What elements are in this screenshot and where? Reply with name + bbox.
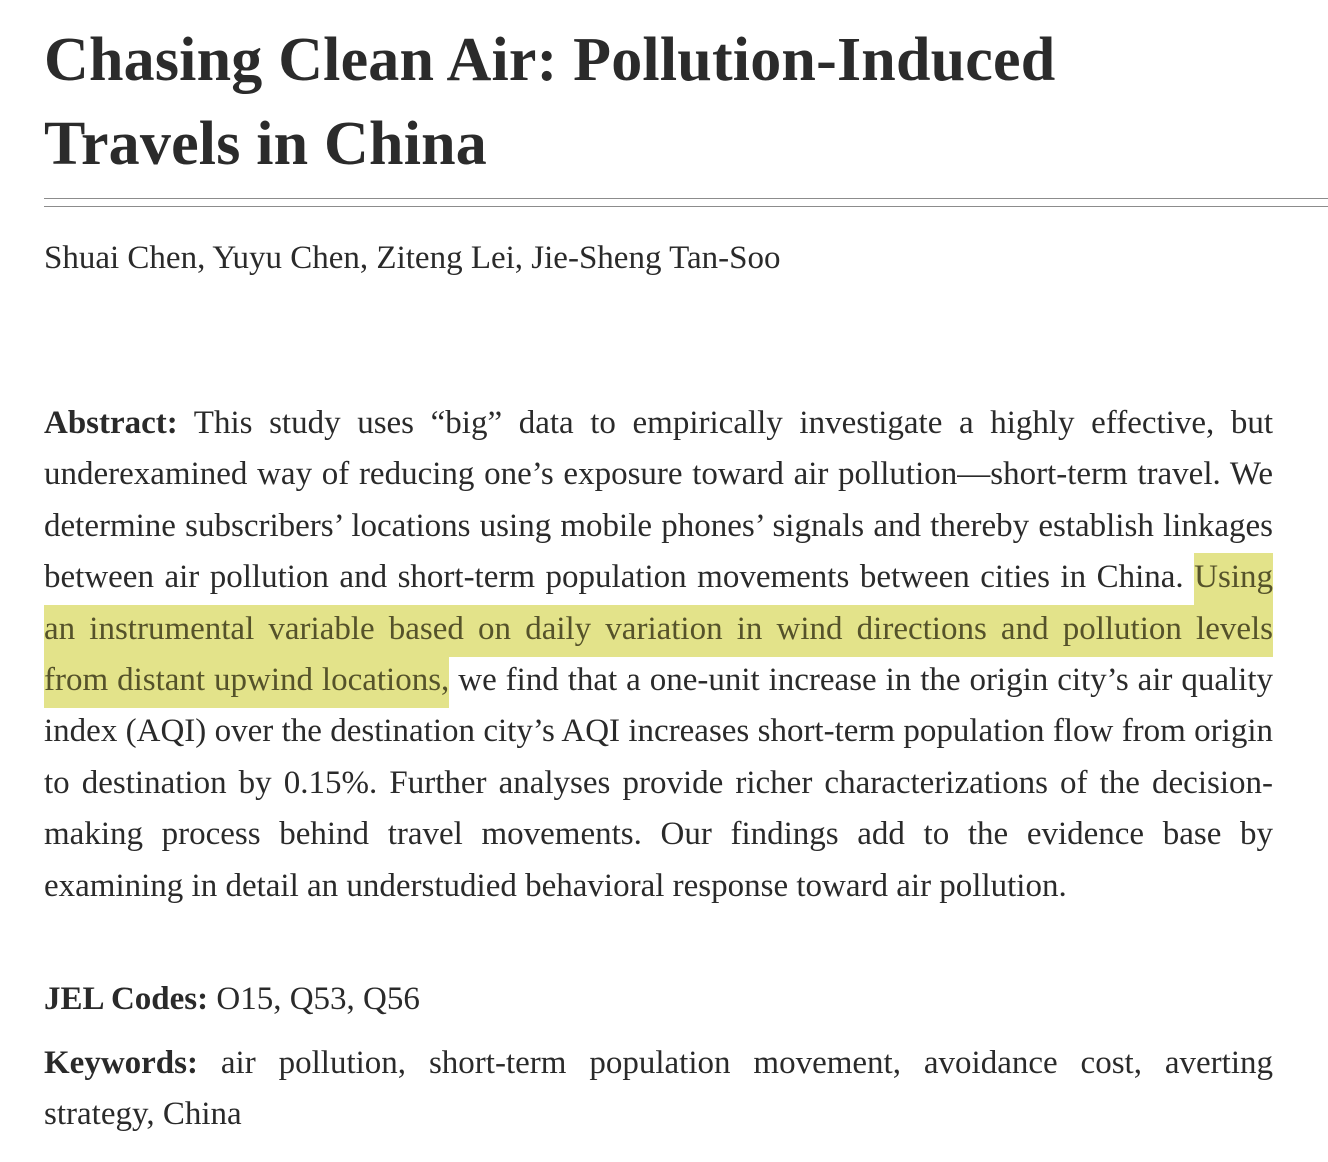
jel-label: JEL Codes: bbox=[44, 981, 209, 1017]
title-divider-bottom bbox=[44, 206, 1328, 207]
abstract-text-after: we find that a one-unit increase in the … bbox=[44, 662, 1273, 904]
keywords: Keywords: air pollution, short-term popu… bbox=[44, 1038, 1273, 1140]
abstract-paragraph: Abstract: This study uses “big” data to … bbox=[44, 398, 1273, 912]
keywords-label: Keywords: bbox=[44, 1045, 198, 1081]
abstract-text-before: This study uses “big” data to empiricall… bbox=[44, 405, 1273, 596]
jel-value: O15, Q53, Q56 bbox=[208, 981, 420, 1017]
author-list: Shuai Chen, Yuyu Chen, Ziteng Lei, Jie-S… bbox=[44, 240, 781, 276]
paper-title: Chasing Clean Air: Pollution-Induced Tra… bbox=[44, 26, 1056, 178]
title-divider-top bbox=[44, 198, 1328, 199]
keywords-value: air pollution, short-term population mov… bbox=[44, 1045, 1273, 1132]
jel-codes: JEL Codes: O15, Q53, Q56 bbox=[44, 974, 1273, 1025]
abstract-label: Abstract: bbox=[44, 405, 178, 441]
